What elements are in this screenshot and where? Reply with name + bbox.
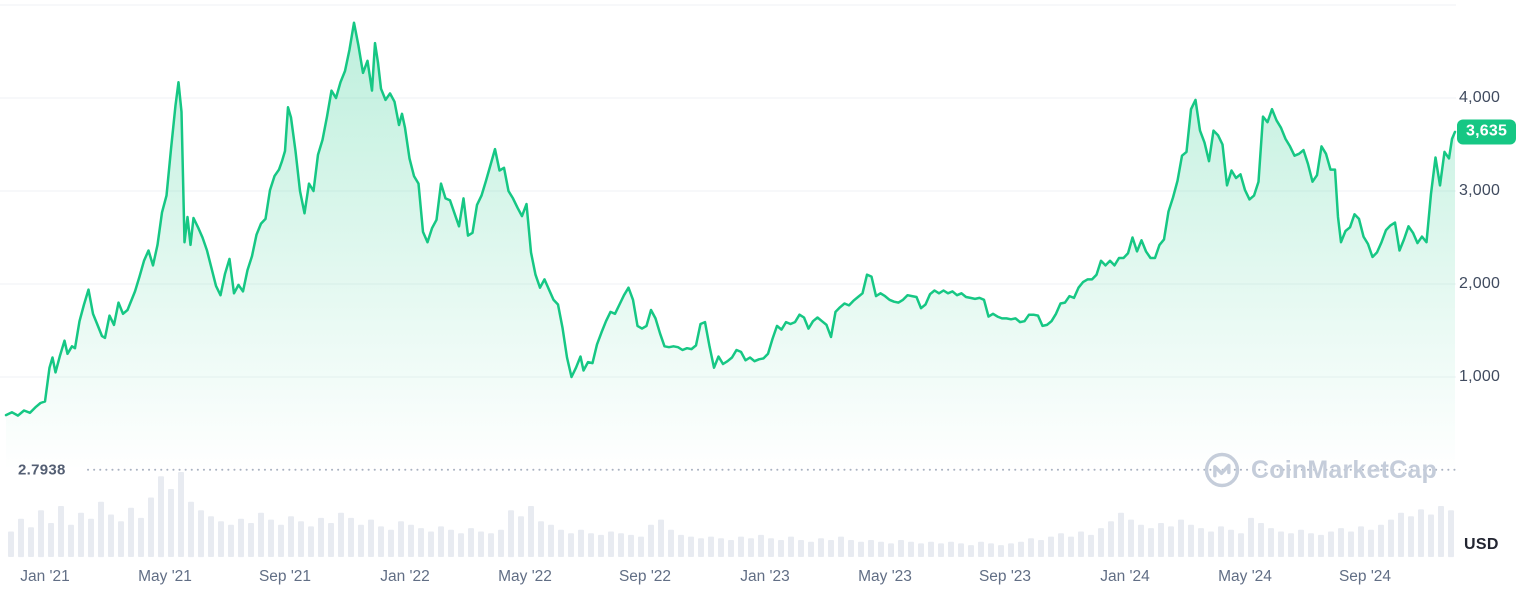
- coinmarketcap-watermark: CoinMarketCap: [1203, 451, 1437, 489]
- current-price-badge: 3,635: [1457, 119, 1517, 145]
- coinmarketcap-logo-icon: [1203, 451, 1241, 489]
- volume-bars: [8, 472, 1454, 558]
- x-axis-label: Sep '22: [618, 568, 672, 585]
- x-axis-label: Jan '23: [740, 568, 790, 585]
- x-axis-label: May '23: [858, 568, 912, 585]
- y-axis-label: 3,000: [1459, 182, 1501, 199]
- x-axis-label: Jan '22: [380, 568, 430, 585]
- x-axis-label: Jan '24: [1100, 568, 1150, 585]
- y-axis-label: 4,000: [1459, 89, 1501, 106]
- x-axis-label: Jan '21: [20, 568, 70, 585]
- x-axis-label: Sep '23: [978, 568, 1032, 585]
- x-axis-label: May '21: [138, 568, 192, 585]
- x-axis-label: May '22: [498, 568, 552, 585]
- x-axis-label: May '24: [1218, 568, 1272, 585]
- currency-label: USD: [1464, 536, 1499, 553]
- x-axis-label: Sep '24: [1338, 568, 1392, 585]
- x-axis-label: Sep '21: [258, 568, 312, 585]
- price-line: [4, 21, 1457, 417]
- y-axis-label: 2,000: [1459, 275, 1501, 292]
- price-area: [6, 22, 1455, 470]
- coinmarketcap-watermark-text: CoinMarketCap: [1251, 455, 1437, 484]
- current-price-value: 3,635: [1466, 122, 1508, 140]
- y-axis-label: 1,000: [1459, 368, 1501, 385]
- reference-line-label: 2.7938: [18, 461, 66, 479]
